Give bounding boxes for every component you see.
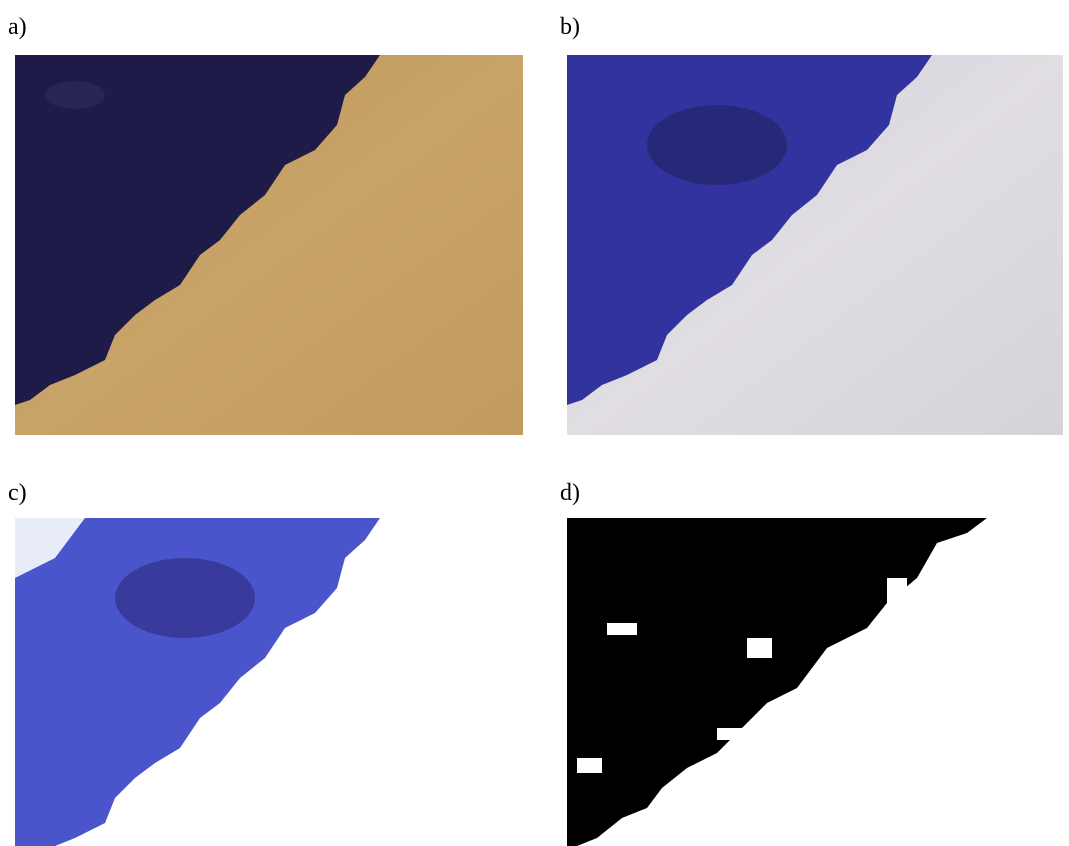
panel-label: b) bbox=[560, 14, 580, 40]
panel-label: a) bbox=[8, 14, 27, 40]
panel-label: c) bbox=[8, 480, 27, 506]
micrograph-enhanced bbox=[15, 518, 523, 846]
figure: a) b) c) d) bbox=[0, 0, 1069, 846]
micrograph-binary bbox=[567, 518, 1063, 846]
micrograph-color-corrected bbox=[567, 55, 1063, 435]
panel-label: d) bbox=[560, 480, 580, 506]
micrograph-original bbox=[15, 55, 523, 435]
page: a) b) c) d) (() => { const data = JSON.p… bbox=[0, 0, 1069, 846]
